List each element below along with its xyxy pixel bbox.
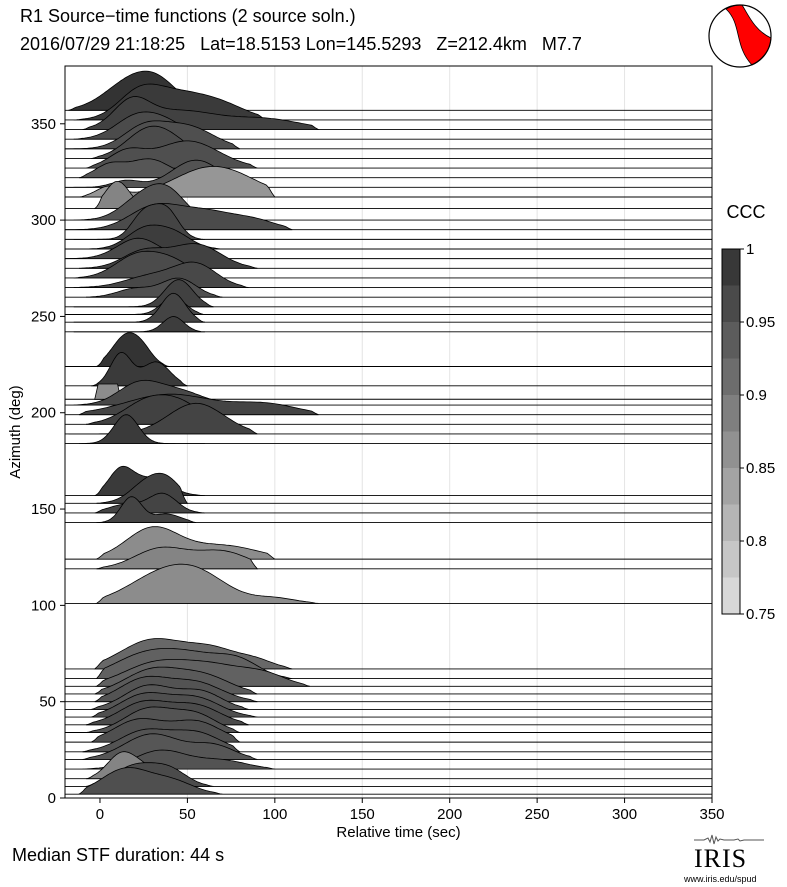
colorbar-segment bbox=[722, 541, 740, 578]
colorbar-frame bbox=[721, 248, 741, 615]
x-axis-label: Relative time (sec) bbox=[336, 824, 460, 841]
plot-frame bbox=[64, 65, 713, 799]
chart-title: R1 Source−time functions (2 source soln.… bbox=[20, 6, 356, 26]
x-tick-label: 0 bbox=[96, 806, 104, 823]
colorbar-tick-label: 0.8 bbox=[746, 533, 767, 550]
y-tick-label: 0 bbox=[48, 790, 56, 807]
y-tick-label: 50 bbox=[39, 694, 56, 711]
y-tick-label: 100 bbox=[31, 597, 56, 614]
x-tick-label: 150 bbox=[350, 806, 375, 823]
colorbar-segment bbox=[722, 431, 740, 468]
stf-waveform bbox=[65, 202, 293, 231]
stf-trace bbox=[65, 332, 712, 367]
seismogram-icon bbox=[694, 834, 764, 845]
beachball-icon bbox=[708, 4, 772, 68]
colorbar-tick-label: 0.9 bbox=[746, 387, 767, 404]
y-tick-label: 250 bbox=[31, 308, 56, 325]
x-axis: 0 50 100 150 200 250 300 350 bbox=[96, 798, 725, 823]
colorbar-segment bbox=[722, 322, 740, 359]
stf-trace bbox=[65, 546, 712, 570]
colorbar-tick-label: 1 bbox=[746, 241, 754, 258]
stf-trace bbox=[65, 767, 712, 795]
colorbar-tick-label: 0.95 bbox=[746, 314, 775, 331]
x-tick-label: 200 bbox=[437, 806, 462, 823]
stf-waveform bbox=[85, 140, 258, 169]
stf-waveform bbox=[73, 292, 205, 323]
y-axis-label: Azimuth (deg) bbox=[7, 385, 24, 478]
stf-waveform bbox=[96, 496, 197, 523]
colorbar: 0.75 0.8 0.85 0.9 0.95 1 bbox=[721, 241, 775, 623]
colorbar-segment bbox=[722, 358, 740, 395]
grid-lines bbox=[186, 66, 713, 798]
stf-traces bbox=[65, 70, 712, 795]
x-tick-label: 300 bbox=[612, 806, 637, 823]
stf-waveform bbox=[95, 563, 319, 604]
x-tick-label: 100 bbox=[262, 806, 287, 823]
stf-waveform bbox=[73, 224, 223, 250]
stf-waveform bbox=[94, 526, 277, 560]
stf-trace bbox=[65, 414, 712, 445]
stf-trace bbox=[65, 351, 712, 387]
median-duration: Median STF duration: 44 s bbox=[12, 845, 225, 865]
stf-trace bbox=[65, 563, 712, 604]
y-tick-label: 150 bbox=[31, 501, 56, 518]
stf-waveform bbox=[79, 414, 205, 444]
iris-logo[interactable]: IRIS www.iris.edu/spud bbox=[684, 832, 780, 884]
x-tick-label: 250 bbox=[525, 806, 550, 823]
y-tick-label: 350 bbox=[31, 116, 56, 133]
stf-trace bbox=[65, 496, 712, 523]
colorbar-segment bbox=[722, 395, 740, 432]
chart-subtitle: 2016/07/29 21:18:25 Lat=18.5153 Lon=145.… bbox=[20, 34, 582, 54]
stf-waveform bbox=[73, 316, 205, 333]
stf-trace bbox=[65, 316, 712, 333]
colorbar-segment bbox=[722, 468, 740, 505]
colorbar-segment bbox=[722, 577, 740, 614]
colorbar-tick-label: 0.75 bbox=[746, 606, 775, 623]
stf-waveform bbox=[91, 351, 188, 387]
colorbar-segment bbox=[722, 249, 740, 286]
iris-wordmark: IRIS bbox=[694, 844, 748, 873]
beachball-outline bbox=[708, 4, 772, 68]
stf-trace bbox=[65, 402, 712, 435]
stf-waveform bbox=[96, 546, 259, 570]
x-tick-label: 50 bbox=[179, 806, 196, 823]
iris-url[interactable]: www.iris.edu/spud bbox=[684, 874, 757, 884]
x-tick-label: 350 bbox=[699, 806, 724, 823]
y-axis: 0 50 100 150 200 250 300 350 bbox=[31, 116, 65, 807]
colorbar-label: CCC bbox=[727, 202, 766, 222]
stf-waveform bbox=[68, 402, 258, 435]
y-tick-label: 300 bbox=[31, 212, 56, 229]
stf-waveform bbox=[73, 261, 249, 288]
y-tick-label: 200 bbox=[31, 405, 56, 422]
colorbar-tick-label: 0.85 bbox=[746, 460, 775, 477]
stf-waveform bbox=[95, 332, 170, 367]
stf-trace bbox=[65, 224, 712, 250]
colorbar-segment bbox=[722, 504, 740, 541]
stf-waveform bbox=[77, 767, 223, 795]
colorbar-segment bbox=[722, 285, 740, 322]
